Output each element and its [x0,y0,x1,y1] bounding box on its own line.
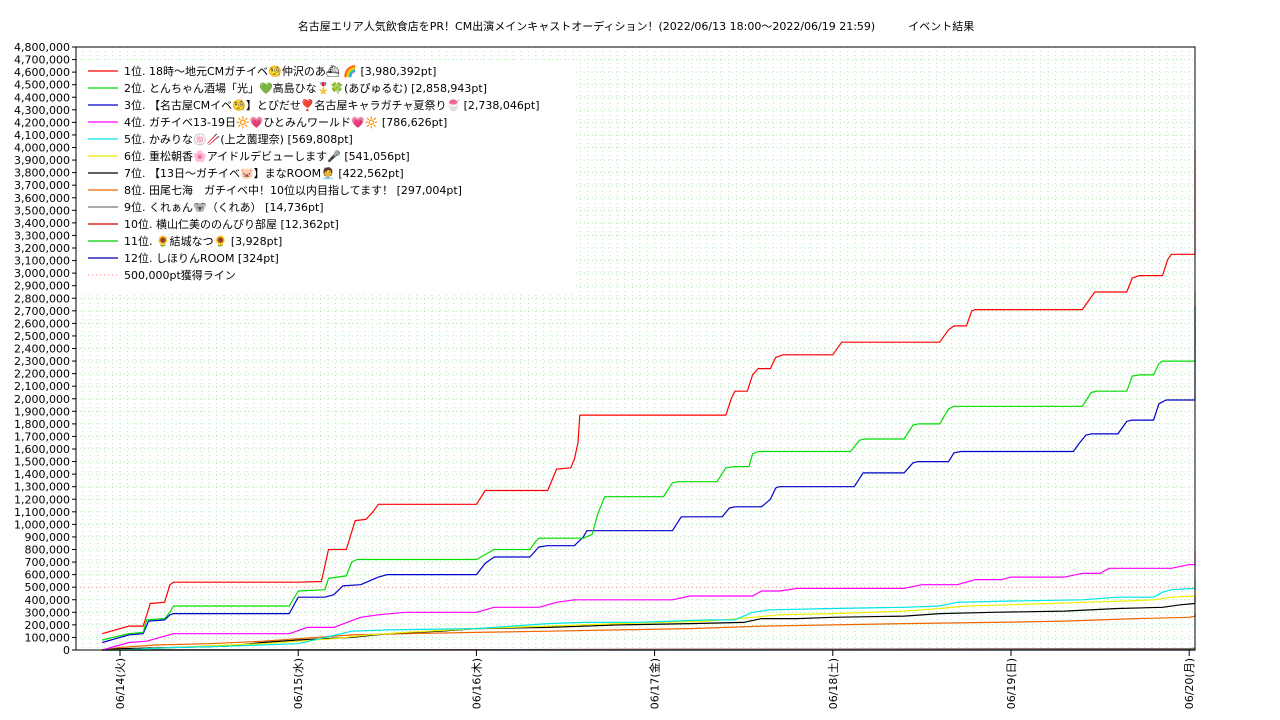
y-tick-label: 3,900,000 [14,154,70,167]
y-tick-label: 4,600,000 [14,66,70,79]
y-tick-label: 4,700,000 [14,54,70,67]
y-tick-label: 2,200,000 [14,368,70,381]
y-tick-label: 4,800,000 [14,41,70,54]
y-tick-label: 1,700,000 [14,430,70,443]
y-tick-label: 2,600,000 [14,317,70,330]
y-tick-label: 3,400,000 [14,217,70,230]
y-tick-label: 1,800,000 [14,418,70,431]
legend-label: 9位. くれぁん🐨（くれあ） [14,736pt] [124,200,324,214]
y-tick-label: 2,800,000 [14,292,70,305]
y-tick-label: 1,200,000 [14,493,70,506]
y-tick-label: 600,000 [25,569,71,582]
legend-background [80,60,576,292]
x-tick-label: 06/19(日) [1005,658,1018,709]
y-tick-label: 3,300,000 [14,229,70,242]
legend: 1位. 18時〜地元CMガチイベ🧐仲沢のあ⛴︎ 🌈 [3,980,392pt] 2… [80,60,576,292]
y-tick-label: 300,000 [25,606,71,619]
legend-label: 1位. 18時〜地元CMガチイベ🧐仲沢のあ⛴︎ 🌈 [3,980,392pt] [124,64,436,78]
y-tick-label: 4,500,000 [14,79,70,92]
y-tick-label: 4,000,000 [14,142,70,155]
y-tick-label: 700,000 [25,556,71,569]
y-tick-label: 3,700,000 [14,179,70,192]
legend-label: 3位. 【名古屋CMイベ🧐】とびだせ❣️名古屋キャラガチャ夏祭り🍧 [2,738… [124,98,540,112]
y-tick-label: 500,000 [25,581,71,594]
y-tick-label: 200,000 [25,619,71,632]
y-tick-label: 100,000 [25,631,71,644]
y-tick-label: 1,400,000 [14,468,70,481]
legend-label: 8位. 田尾七海 ガチイベ中！10位以内目指してます！ [297,004pt] [124,183,462,197]
series-line [102,612,1196,651]
chart-title: 名古屋エリア人気飲食店をPR！CM出演メインキャストオーディション！(2022/… [298,19,974,33]
legend-label: 11位. 🌻結城なつ🌻 [3,928pt] [124,234,282,248]
x-tick-label: 06/17(金) [648,658,662,709]
y-tick-label: 3,100,000 [14,255,70,268]
legend-label: 500,000pt獲得ライン [124,269,236,282]
legend-label: 5位. かみりな🍥🥢(上之薗理奈) [569,808pt] [124,132,353,146]
y-tick-label: 3,200,000 [14,242,70,255]
y-tick-label: 400,000 [25,594,71,607]
y-tick-label: 3,000,000 [14,267,70,280]
y-tick-label: 2,900,000 [14,280,70,293]
y-axis: 0100,000200,000300,000400,000500,000600,… [14,41,76,657]
x-tick-label: 06/15(水) [292,658,305,709]
y-tick-label: 2,400,000 [14,343,70,356]
legend-label: 2位. とんちゃん酒場「光」💚高島ひな🎖️🍀(あぴゅるむ) [2,858,943… [124,81,487,95]
y-tick-label: 2,700,000 [14,305,70,318]
y-tick-label: 0 [63,644,70,657]
y-tick-label: 2,300,000 [14,355,70,368]
series-line [102,306,1196,644]
y-tick-label: 1,900,000 [14,405,70,418]
x-tick-label: 06/14(火) [114,658,127,709]
y-tick-label: 2,100,000 [14,380,70,393]
y-tick-label: 3,600,000 [14,192,70,205]
y-tick-label: 1,500,000 [14,456,70,469]
legend-label: 4位. ガチイベ13-19日🔆💗ひとみんワールド💗🔆 [786,626pt] [124,115,447,129]
y-tick-label: 2,500,000 [14,330,70,343]
y-tick-label: 4,200,000 [14,116,70,129]
series-line [102,596,1196,651]
y-tick-label: 3,800,000 [14,167,70,180]
series-line [102,551,1196,651]
y-tick-label: 2,000,000 [14,393,70,406]
series-line [102,290,1196,641]
legend-label: 6位. 重松朝香🌸アイドルデビューします🎤 [541,056pt] [124,149,410,163]
y-tick-label: 4,100,000 [14,129,70,142]
y-tick-label: 3,500,000 [14,204,70,217]
y-tick-label: 4,400,000 [14,91,70,104]
legend-label: 10位. 横山仁美ののんびり部屋 [12,362pt] [124,217,339,231]
x-tick-label: 06/20(月) [1183,658,1196,709]
y-tick-label: 900,000 [25,531,71,544]
x-axis: 06/14(火) 06/15(水) 06/16(木) 06/17(金) 06/18(土)… [114,650,1196,709]
x-tick-label: 06/18(土) [827,658,840,709]
series-line [102,582,1196,651]
legend-label: 7位. 【13日〜ガチイベ🐷】まなROOM🧑‍💼 [422,562pt] [124,166,404,180]
x-tick-label: 06/16(木) [470,658,483,709]
y-tick-label: 1,000,000 [14,518,70,531]
series-line [102,578,1196,651]
y-tick-label: 1,600,000 [14,443,70,456]
y-tick-label: 800,000 [25,544,71,557]
y-tick-label: 1,100,000 [14,506,70,519]
y-tick-label: 4,300,000 [14,104,70,117]
y-tick-label: 1,300,000 [14,481,70,494]
legend-label: 12位. しほりんROOM [324pt] [124,251,279,265]
series-line [102,150,1196,635]
